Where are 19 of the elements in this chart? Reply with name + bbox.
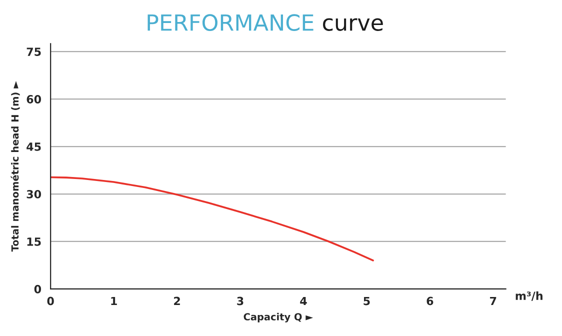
x-tick-label: 7 <box>490 296 496 306</box>
x-tick-label: 6 <box>426 296 434 306</box>
y-tick-label: 60 <box>26 95 42 104</box>
x-axis-title: Capacity Q ► <box>244 312 314 322</box>
x-tick-label: 4 <box>300 296 307 306</box>
x-tick-label: 0 <box>47 296 54 306</box>
y-tick-label: 0 <box>34 284 42 294</box>
text: m³/h <box>516 291 542 301</box>
line-series <box>50 176 374 262</box>
y-tick-label: 15 <box>27 238 41 246</box>
y-tick-label: 45 <box>26 142 41 151</box>
y-axis-title: Total manométric head H (m) ► <box>10 80 20 252</box>
x-tick-label: 2 <box>174 296 180 306</box>
x-tick-label: 3 <box>237 296 244 306</box>
y-tick-label: 75 <box>26 48 41 56</box>
x-tick-label: 1 <box>111 296 117 306</box>
chart-title: PERFORMANCE curve <box>148 14 383 31</box>
x-tick-label: 5 <box>364 296 370 306</box>
y-tick-label: 30 <box>26 190 42 198</box>
